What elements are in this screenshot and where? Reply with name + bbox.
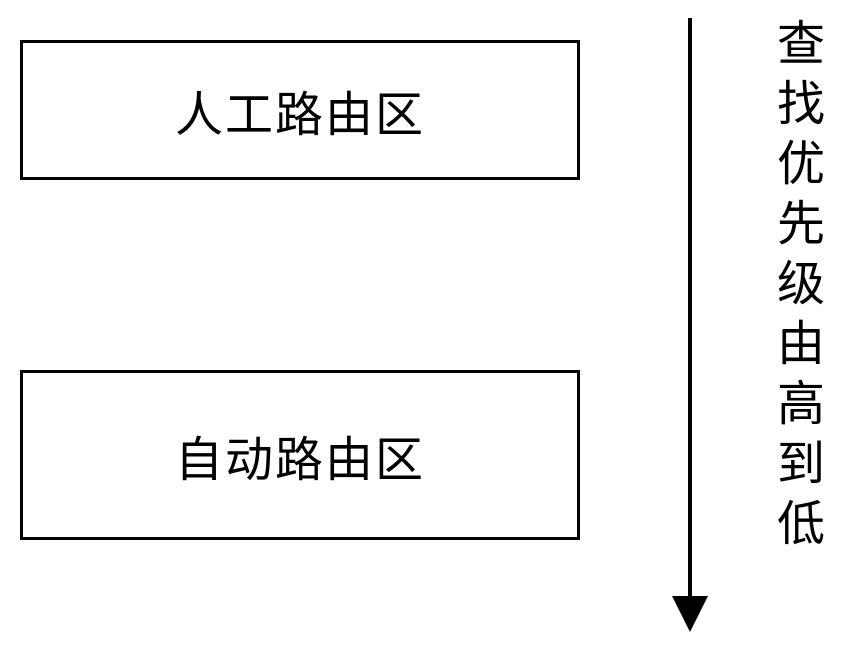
auto-routing-zone-box: 自动路由区 bbox=[20, 370, 580, 540]
priority-arrow-line bbox=[688, 18, 692, 598]
priority-description-label: 查找优先级由高到低 bbox=[760, 18, 830, 558]
manual-routing-zone-label: 人工路由区 bbox=[175, 75, 425, 145]
auto-routing-zone-label: 自动路由区 bbox=[175, 420, 425, 490]
manual-routing-zone-box: 人工路由区 bbox=[20, 40, 580, 180]
priority-arrow-head bbox=[672, 596, 708, 632]
